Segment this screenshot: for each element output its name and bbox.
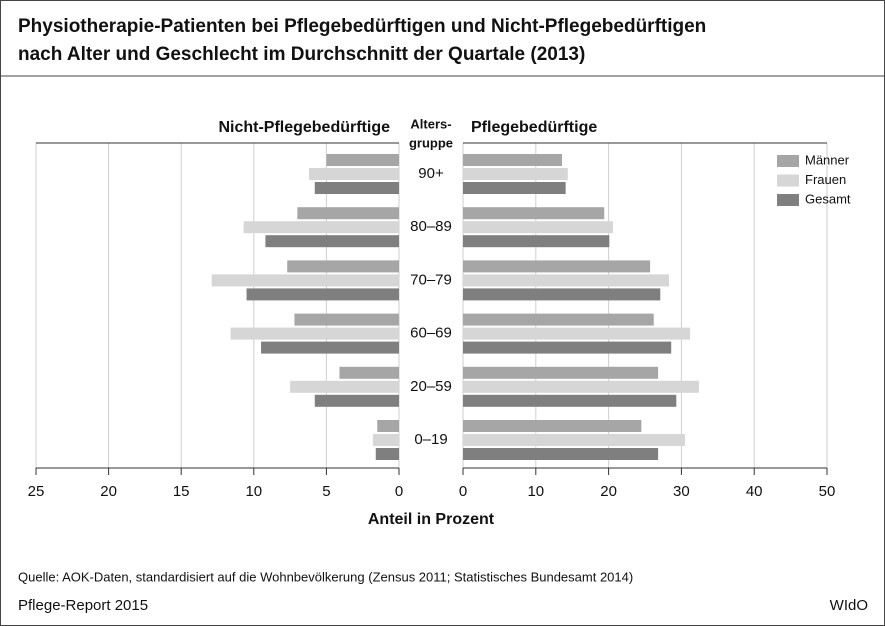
- category-label: 90+: [418, 165, 444, 182]
- bar: [463, 288, 661, 301]
- x-tick-label: 10: [527, 483, 544, 500]
- bar: [463, 260, 651, 273]
- source: Quelle: AOK-Daten, standardisiert auf di…: [18, 569, 633, 584]
- bar: [463, 448, 659, 460]
- bar: [463, 420, 642, 432]
- bar: [326, 154, 399, 166]
- category-label: 70–79: [410, 271, 452, 288]
- category-label: 20–59: [410, 378, 452, 395]
- x-tick-label: 15: [173, 483, 190, 500]
- bar: [463, 221, 613, 234]
- bar: [314, 182, 399, 194]
- bar: [463, 341, 672, 354]
- bar: [463, 154, 563, 166]
- bar: [463, 274, 670, 287]
- category-label: gruppe: [409, 135, 453, 150]
- bar: [463, 235, 610, 248]
- category-label: 80–89: [410, 218, 452, 235]
- legend-swatch: [777, 155, 799, 167]
- bar: [243, 221, 399, 234]
- category-label: 60–69: [410, 325, 452, 342]
- bar: [314, 394, 399, 407]
- bar: [463, 182, 566, 194]
- bar: [372, 434, 399, 446]
- bar: [287, 260, 399, 273]
- bar: [211, 274, 399, 287]
- publisher: WIdO: [830, 597, 868, 614]
- bar: [463, 168, 568, 180]
- x-tick-label: 20: [100, 483, 117, 500]
- legend-swatch: [777, 174, 799, 187]
- panel-title: Nicht-Pflegebedürftige: [218, 119, 390, 136]
- report: Pflege-Report 2015: [18, 597, 148, 614]
- x-tick-label: 25: [28, 483, 45, 500]
- x-tick-label: 20: [600, 483, 617, 500]
- legend-label: Gesamt: [805, 191, 851, 206]
- x-tick-label: 0: [395, 483, 403, 500]
- bar: [463, 434, 686, 446]
- category-label: 0–19: [414, 431, 447, 448]
- x-tick-label: 50: [819, 483, 836, 500]
- category-label: Alters-: [410, 116, 451, 131]
- bar: [297, 207, 399, 220]
- bar: [463, 394, 677, 407]
- bar: [463, 366, 659, 379]
- bar: [463, 207, 605, 220]
- bar: [375, 448, 399, 460]
- panel-title: Pflegebedürftige: [471, 119, 597, 136]
- bar: [463, 313, 654, 326]
- x-tick-label: 5: [322, 483, 330, 500]
- bar: [265, 235, 399, 248]
- bar: [230, 327, 399, 340]
- legend-label: Männer: [805, 152, 850, 167]
- legend-swatch: [777, 194, 799, 206]
- bar: [308, 168, 399, 180]
- x-tick-label: 10: [245, 483, 262, 500]
- legend-label: Frauen: [805, 172, 846, 187]
- x-axis-label: Anteil in Prozent: [368, 511, 495, 528]
- bar: [290, 380, 399, 393]
- x-tick-label: 40: [746, 483, 763, 500]
- x-tick-label: 30: [673, 483, 690, 500]
- bar: [261, 341, 399, 354]
- x-tick-label: 0: [459, 483, 467, 500]
- bar: [463, 327, 691, 340]
- bar: [294, 313, 399, 326]
- chart-title: Physiotherapie-Patienten bei Pflegebedür…: [18, 16, 706, 37]
- bar: [463, 380, 699, 393]
- bar: [339, 366, 399, 379]
- bar: [246, 288, 399, 301]
- chart-title: nach Alter und Geschlecht im Durchschnit…: [18, 44, 585, 65]
- bar: [377, 420, 399, 432]
